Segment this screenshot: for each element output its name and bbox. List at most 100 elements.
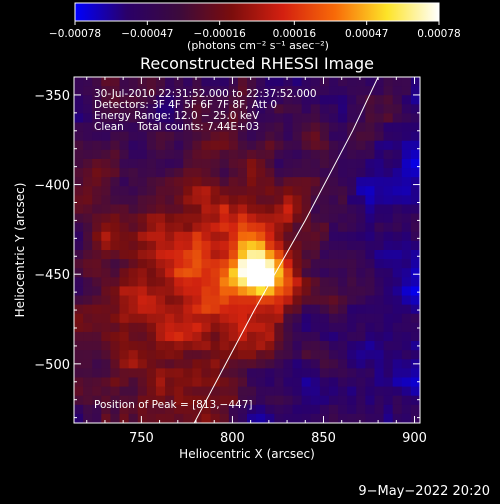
heatmap-cell — [119, 304, 130, 315]
heatmap-cell — [137, 131, 148, 142]
heatmap-cell — [128, 240, 139, 251]
colorbar-unit-label: (photons cm⁻² s⁻¹ asec⁻²) — [187, 39, 329, 52]
heatmap-cell — [265, 104, 275, 115]
heatmap-cell — [237, 395, 248, 406]
heatmap-cell — [356, 122, 366, 133]
heatmap-cell — [356, 77, 366, 87]
heatmap-cell — [256, 113, 266, 124]
heatmap-cell — [356, 240, 366, 251]
heatmap-cell — [410, 204, 420, 215]
heatmap-cell — [219, 149, 230, 160]
heatmap-cell — [356, 95, 366, 105]
heatmap-cell — [292, 268, 303, 278]
heatmap-cell — [201, 86, 212, 96]
heatmap-cell — [174, 350, 184, 360]
heatmap-cell — [119, 122, 130, 133]
heatmap-cell — [110, 250, 121, 260]
heatmap-cell — [256, 95, 266, 105]
heatmap-cell — [256, 240, 266, 251]
heatmap-cell — [228, 122, 239, 133]
heatmap-cell — [155, 277, 166, 288]
heatmap-cell — [410, 104, 420, 115]
heatmap-cell — [292, 186, 303, 196]
heatmap-cell — [338, 231, 348, 242]
heatmap-cell — [174, 177, 184, 187]
heatmap-cell — [192, 268, 203, 278]
heatmap-cell — [256, 186, 266, 196]
heatmap-cell — [283, 122, 294, 133]
heatmap-cell — [265, 404, 275, 415]
heatmap-cell — [219, 395, 230, 406]
heatmap-cell — [101, 259, 112, 269]
heatmap-cell — [301, 259, 312, 269]
heatmap-cell — [119, 368, 130, 379]
heatmap-cell — [201, 95, 212, 105]
heatmap-cell — [228, 131, 239, 142]
heatmap-cell — [228, 350, 239, 360]
heatmap-cell — [374, 122, 385, 133]
heatmap-cell — [338, 413, 348, 423]
heatmap-cell — [146, 222, 157, 233]
heatmap-cell — [383, 331, 394, 342]
heatmap-cell — [301, 168, 312, 178]
heatmap-cell — [410, 295, 420, 306]
colorbar-tick-label: 0.00016 — [273, 28, 317, 40]
heatmap-cell — [365, 177, 376, 187]
heatmap-cell — [374, 404, 385, 415]
heatmap-cell — [265, 222, 275, 233]
heatmap-cell — [128, 386, 139, 397]
heatmap-cell — [365, 286, 376, 297]
heatmap-cell — [92, 250, 102, 260]
heatmap-cell — [210, 341, 221, 351]
heatmap-cell — [256, 231, 266, 242]
heatmap-cell — [374, 359, 385, 369]
heatmap-cell — [137, 377, 148, 388]
heatmap-cell — [319, 295, 330, 306]
heatmap-cell — [101, 377, 112, 388]
heatmap-cell — [356, 386, 366, 397]
heatmap-cell — [155, 377, 166, 388]
annotation-time-range: 30-Jul-2010 22:31:52.000 to 22:37:52.000 — [94, 88, 317, 100]
heatmap-cell — [119, 186, 130, 196]
heatmap-cell — [101, 86, 112, 96]
heatmap-cell — [356, 140, 366, 151]
heatmap-cell — [201, 404, 212, 415]
heatmap-cell — [256, 222, 266, 233]
heatmap-cell — [283, 240, 294, 251]
heatmap-cell — [301, 113, 312, 124]
heatmap-cell — [401, 250, 412, 260]
heatmap-cell — [338, 304, 348, 315]
heatmap-cell — [146, 322, 157, 333]
heatmap-cell — [319, 304, 330, 315]
heatmap-cell — [165, 204, 175, 215]
heatmap-cell — [328, 322, 339, 333]
heatmap-cell — [201, 350, 212, 360]
heatmap-cell — [301, 395, 312, 406]
heatmap-cell — [338, 368, 348, 379]
heatmap-cell — [155, 368, 166, 379]
heatmap-cell — [383, 404, 394, 415]
heatmap-cell — [310, 149, 321, 160]
heatmap-cell — [146, 168, 157, 178]
heatmap-cell — [365, 413, 376, 423]
heatmap-cell — [383, 259, 394, 269]
heatmap-cell — [310, 213, 321, 224]
heatmap-cell — [119, 286, 130, 297]
heatmap-cell — [383, 213, 394, 224]
heatmap-cell — [347, 113, 357, 124]
heatmap-cell — [301, 368, 312, 379]
heatmap-cell — [274, 113, 285, 124]
heatmap-cell — [110, 259, 121, 269]
heatmap-cell — [201, 295, 212, 306]
heatmap-cell — [92, 149, 102, 160]
heatmap-cell — [155, 131, 166, 142]
heatmap-cell — [410, 268, 420, 278]
heatmap-cell — [374, 368, 385, 379]
heatmap-cell — [110, 77, 121, 87]
heatmap-cell — [392, 286, 403, 297]
heatmap-cell — [256, 195, 266, 206]
heatmap-cell — [283, 231, 294, 242]
heatmap-cell — [365, 104, 376, 115]
heatmap-cell — [210, 95, 221, 105]
heatmap-cell — [283, 204, 294, 215]
